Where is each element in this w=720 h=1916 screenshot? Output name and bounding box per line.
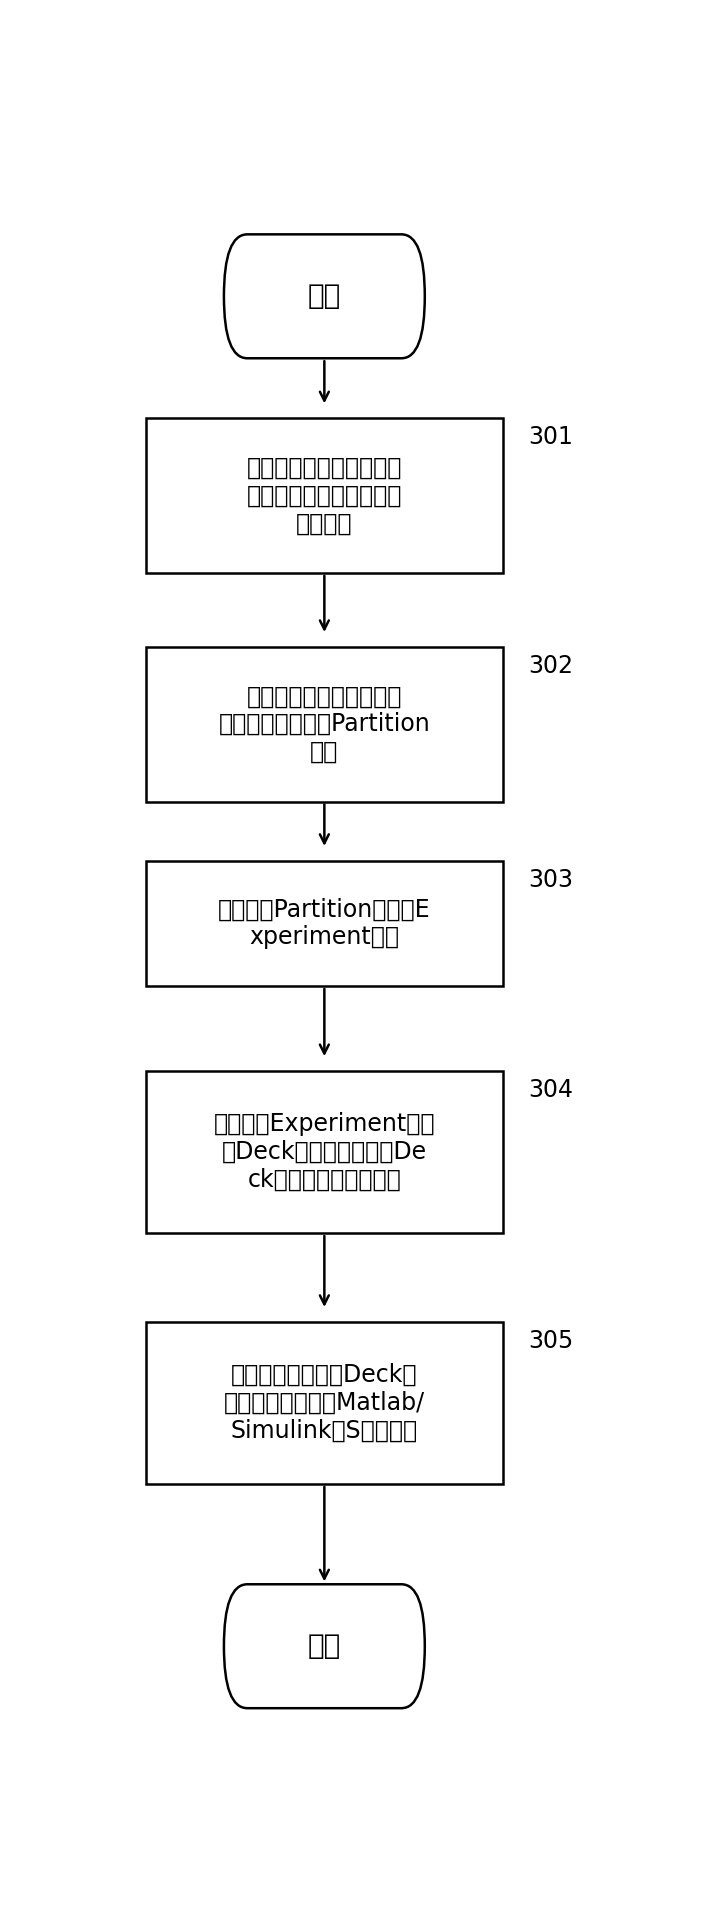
FancyBboxPatch shape [224,234,425,358]
Text: 对模块化封装后的Deck文
件进行编译，生成Matlab/
Simulink的S函数模块: 对模块化封装后的Deck文 件进行编译，生成Matlab/ Simulink的S… [224,1362,425,1443]
FancyBboxPatch shape [145,1322,503,1485]
Text: 基于模块化的建模方法建
立综合能源非电网络系统
物理模型: 基于模块化的建模方法建 立综合能源非电网络系统 物理模型 [247,456,402,535]
Text: 开始: 开始 [307,282,341,310]
Text: 303: 303 [528,868,573,893]
Text: 创建对应Partition模块的E
xperiment文件: 创建对应Partition模块的E xperiment文件 [218,897,431,948]
Text: 305: 305 [528,1330,573,1353]
FancyBboxPatch shape [145,648,503,801]
FancyBboxPatch shape [145,860,503,987]
FancyBboxPatch shape [224,1585,425,1709]
FancyBboxPatch shape [145,418,503,573]
Text: 创建所述非电网络系统物
理模型的数学模型Partition
模块: 创建所述非电网络系统物 理模型的数学模型Partition 模块 [218,684,431,764]
FancyBboxPatch shape [145,1071,503,1234]
Text: 302: 302 [528,653,573,678]
Text: 创建对应Experiment文件
的Deck模块，并对所述De
ck模块进行模块化封装: 创建对应Experiment文件 的Deck模块，并对所述De ck模块进行模块… [214,1111,435,1192]
Text: 301: 301 [528,425,573,450]
Text: 结束: 结束 [307,1632,341,1661]
Text: 304: 304 [528,1079,573,1102]
